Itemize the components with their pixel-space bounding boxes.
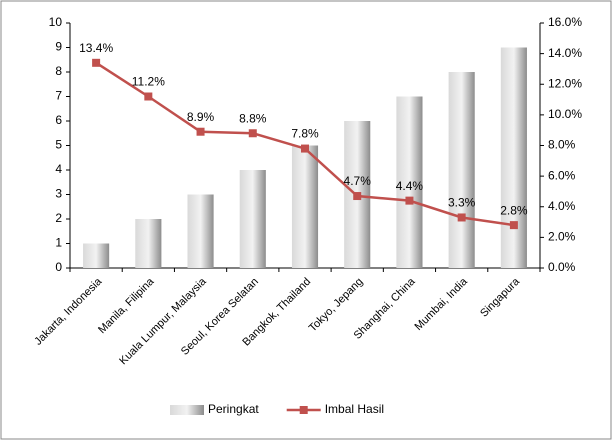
line-marker bbox=[92, 58, 101, 67]
line-marker bbox=[405, 196, 414, 205]
y-tick-label: 0 bbox=[55, 260, 62, 274]
y-tick-label: 10 bbox=[49, 15, 63, 29]
bar bbox=[448, 72, 475, 268]
data-label: 3.3% bbox=[448, 196, 476, 210]
bar bbox=[291, 145, 319, 268]
line-marker bbox=[248, 129, 257, 138]
line-marker bbox=[196, 127, 205, 136]
y-tick-label: 1 bbox=[55, 236, 62, 250]
y2-tick-label: 8.0% bbox=[548, 138, 576, 152]
data-label: 7.8% bbox=[291, 127, 319, 141]
bar bbox=[83, 243, 110, 268]
y-tick-label: 3 bbox=[55, 187, 62, 201]
y2-tick-label: 16.0% bbox=[548, 15, 582, 29]
data-label: 4.4% bbox=[396, 179, 424, 193]
y-tick-label: 9 bbox=[55, 40, 62, 54]
bar bbox=[239, 170, 266, 268]
y2-tick-label: 0.0% bbox=[548, 260, 576, 274]
y-tick-label: 2 bbox=[55, 211, 62, 225]
y2-tick-label: 2.0% bbox=[548, 230, 576, 244]
data-label: 4.7% bbox=[344, 174, 372, 188]
y-tick-label: 8 bbox=[55, 64, 62, 78]
y-tick-label: 4 bbox=[55, 162, 62, 176]
data-label: 2.8% bbox=[500, 203, 528, 217]
line-marker bbox=[301, 144, 309, 153]
line-marker bbox=[457, 213, 466, 222]
bar bbox=[135, 219, 162, 268]
bar bbox=[187, 194, 214, 268]
y-tick-label: 6 bbox=[55, 113, 62, 127]
y-tick-label: 5 bbox=[55, 138, 62, 152]
line-marker bbox=[144, 92, 153, 101]
legend-label: Peringkat bbox=[208, 402, 259, 416]
legend-swatch-marker bbox=[299, 406, 308, 414]
bar bbox=[396, 96, 423, 268]
y2-tick-label: 12.0% bbox=[548, 76, 582, 90]
data-label: 8.8% bbox=[239, 111, 267, 125]
y-tick-label: 7 bbox=[55, 89, 62, 103]
y2-tick-label: 14.0% bbox=[548, 46, 582, 60]
data-label: 13.4% bbox=[79, 41, 113, 55]
legend-label: Imbal Hasil bbox=[325, 402, 384, 416]
data-label: 11.2% bbox=[132, 75, 165, 89]
line-marker bbox=[353, 192, 362, 201]
bar bbox=[500, 47, 527, 268]
y2-tick-label: 10.0% bbox=[548, 107, 582, 121]
y2-tick-label: 6.0% bbox=[548, 168, 576, 182]
data-label: 8.9% bbox=[187, 110, 215, 124]
line-marker bbox=[509, 221, 518, 230]
y2-tick-label: 4.0% bbox=[548, 199, 576, 213]
legend-swatch bbox=[170, 405, 204, 415]
